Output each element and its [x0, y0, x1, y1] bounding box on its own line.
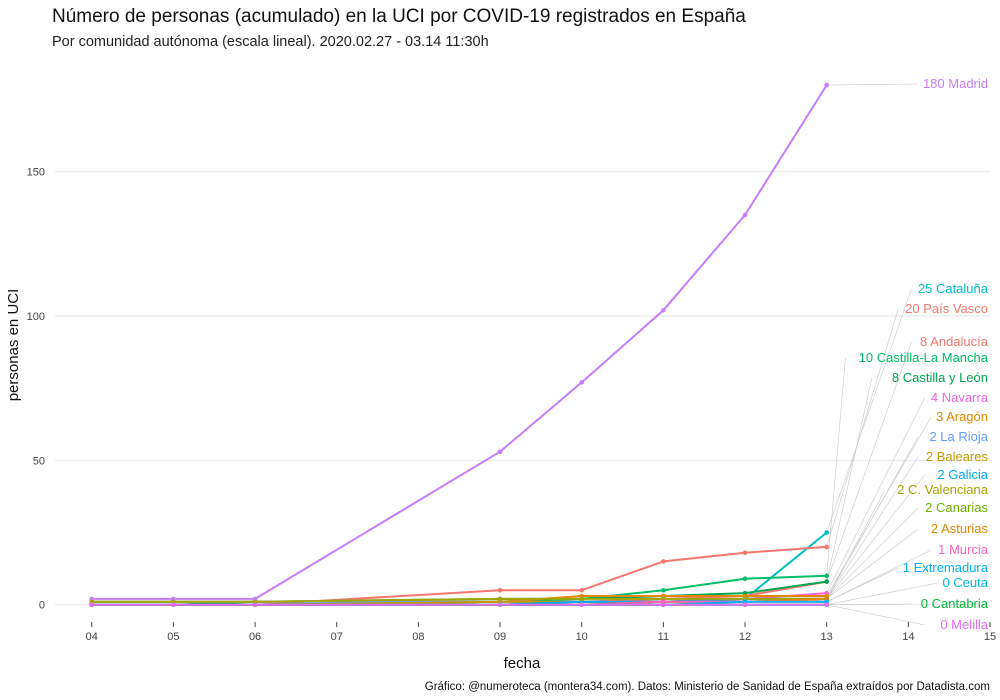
- series-label-galicia: 2 Galicia: [937, 467, 988, 482]
- leader-line-castilla-la-mancha: [826, 357, 846, 576]
- series-label-cataluna: 25 Cataluña: [918, 281, 989, 296]
- series-label-castilla-la-mancha: 10 Castilla-La Mancha: [859, 350, 989, 365]
- data-point-melilla: [742, 602, 748, 607]
- y-tick-label: 150: [27, 167, 45, 179]
- data-point-castilla-la-mancha: [742, 576, 748, 582]
- chart-title: Número de personas (acumulado) en la UCI…: [52, 6, 746, 27]
- chart-subtitle: Por comunidad autónoma (escala lineal). …: [52, 34, 489, 50]
- data-point-pais-vasco: [579, 587, 585, 593]
- x-tick-label: 05: [167, 631, 179, 643]
- x-tick-label: 04: [86, 631, 98, 643]
- data-point-melilla: [171, 602, 176, 607]
- series-label-canarias: 2 Canarias: [925, 500, 988, 515]
- series-label-aragon: 3 Aragón: [936, 409, 988, 424]
- series-label-melilla: 0 Melilla: [940, 617, 988, 632]
- leader-line-extremadura: [826, 567, 899, 603]
- series-points: [89, 82, 829, 607]
- leader-line-galicia: [826, 474, 925, 600]
- data-point-pais-vasco: [497, 587, 503, 593]
- series-line-madrid: [91, 84, 828, 600]
- y-axis-title: personas en UCI: [5, 289, 22, 402]
- series-label-murcia: 1 Murcia: [938, 542, 989, 557]
- data-point-c-valenciana: [579, 596, 585, 602]
- y-tick-label: 0: [39, 600, 45, 612]
- y-axis-ticks: 0 50 100 150: [27, 167, 45, 612]
- x-tick-label: 11: [658, 631, 669, 643]
- y-tick-label: 100: [27, 311, 45, 323]
- data-point-cataluna: [824, 530, 829, 535]
- data-point-melilla: [497, 602, 503, 607]
- data-point-melilla: [252, 602, 258, 607]
- series-label-andalucia: 8 Andalucía: [920, 334, 989, 349]
- data-point-pais-vasco: [742, 550, 748, 556]
- data-point-melilla: [579, 602, 585, 607]
- leader-line-murcia: [826, 549, 932, 603]
- series-label-madrid: 180 Madrid: [923, 76, 988, 91]
- data-point-madrid: [497, 449, 503, 454]
- series-label-pais-vasco: 20 País Vasco: [905, 301, 988, 316]
- leader-line-cantabria: [826, 603, 912, 605]
- x-tick-label: 13: [821, 631, 833, 643]
- data-point-pais-vasco: [661, 559, 666, 564]
- x-tick-label: 14: [902, 631, 914, 643]
- x-tick-label: 12: [739, 631, 751, 643]
- x-axis-title: fecha: [504, 655, 541, 672]
- gridlines: [55, 171, 990, 606]
- leader-line-castilla-y-leon: [826, 377, 873, 582]
- x-tick-label: 08: [412, 631, 424, 643]
- x-tick-label: 09: [494, 631, 506, 643]
- x-tick-label: 06: [249, 631, 261, 643]
- data-point-madrid: [579, 380, 585, 385]
- x-tick-label: 07: [331, 631, 343, 643]
- series-label-ceuta: 0 Ceuta: [942, 575, 988, 590]
- leader-line-navarra: [826, 397, 925, 594]
- leader-line-baleares: [826, 456, 919, 600]
- y-tick-label: 50: [33, 455, 45, 467]
- data-point-castilla-la-mancha: [661, 587, 666, 593]
- x-tick-label: 15: [984, 631, 996, 643]
- data-point-pais-vasco: [824, 544, 829, 550]
- data-point-castilla-y-leon: [824, 579, 829, 584]
- leader-line-andalucia: [826, 341, 912, 582]
- data-point-c-valenciana: [497, 596, 503, 602]
- data-point-madrid: [661, 307, 666, 313]
- series-label-extremadura: 1 Extremadura: [903, 560, 989, 575]
- leader-line-ceuta: [826, 582, 938, 605]
- x-axis-ticks: 04 05 06 07 08 09 10 11 12 13 14 15: [86, 622, 996, 643]
- series-label-asturias: 2 Asturias: [931, 521, 989, 536]
- leader-line-la-rioja: [826, 436, 919, 600]
- series-label-la-rioja: 2 La Rioja: [929, 429, 988, 444]
- data-point-melilla: [824, 602, 829, 607]
- leader-line-melilla: [826, 604, 925, 626]
- leader-line-canarias: [826, 507, 919, 600]
- leader-line-madrid: [826, 83, 919, 86]
- leader-line-cataluna: [826, 288, 912, 533]
- data-point-castilla-la-mancha: [824, 573, 829, 579]
- series-label-castilla-y-leon: 8 Castilla y León: [892, 370, 988, 385]
- series-label-baleares: 2 Baleares: [926, 449, 989, 464]
- label-leader-lines: [826, 83, 938, 626]
- data-point-madrid: [824, 82, 829, 88]
- series-label-c-valenciana: 2 C. Valenciana: [897, 482, 989, 497]
- leader-line-pais-vasco: [826, 308, 899, 548]
- chart-caption: Gráfico: @numeroteca (montera34.com). Da…: [425, 681, 990, 693]
- leader-line-c-valenciana: [826, 489, 886, 600]
- data-point-melilla: [89, 602, 95, 607]
- data-point-melilla: [661, 602, 666, 607]
- x-tick-label: 10: [576, 631, 588, 643]
- series-label-cantabria: 0 Cantabria: [921, 596, 989, 611]
- leader-line-asturias: [826, 528, 919, 600]
- series-lines: [91, 84, 828, 606]
- data-point-madrid: [742, 212, 748, 218]
- series-line-c-valenciana: [91, 597, 827, 603]
- series-labels: 180 Madrid 25 Cataluña 20 País Vasco 8 Anda…: [859, 76, 989, 632]
- series-label-navarra: 4 Navarra: [931, 390, 989, 405]
